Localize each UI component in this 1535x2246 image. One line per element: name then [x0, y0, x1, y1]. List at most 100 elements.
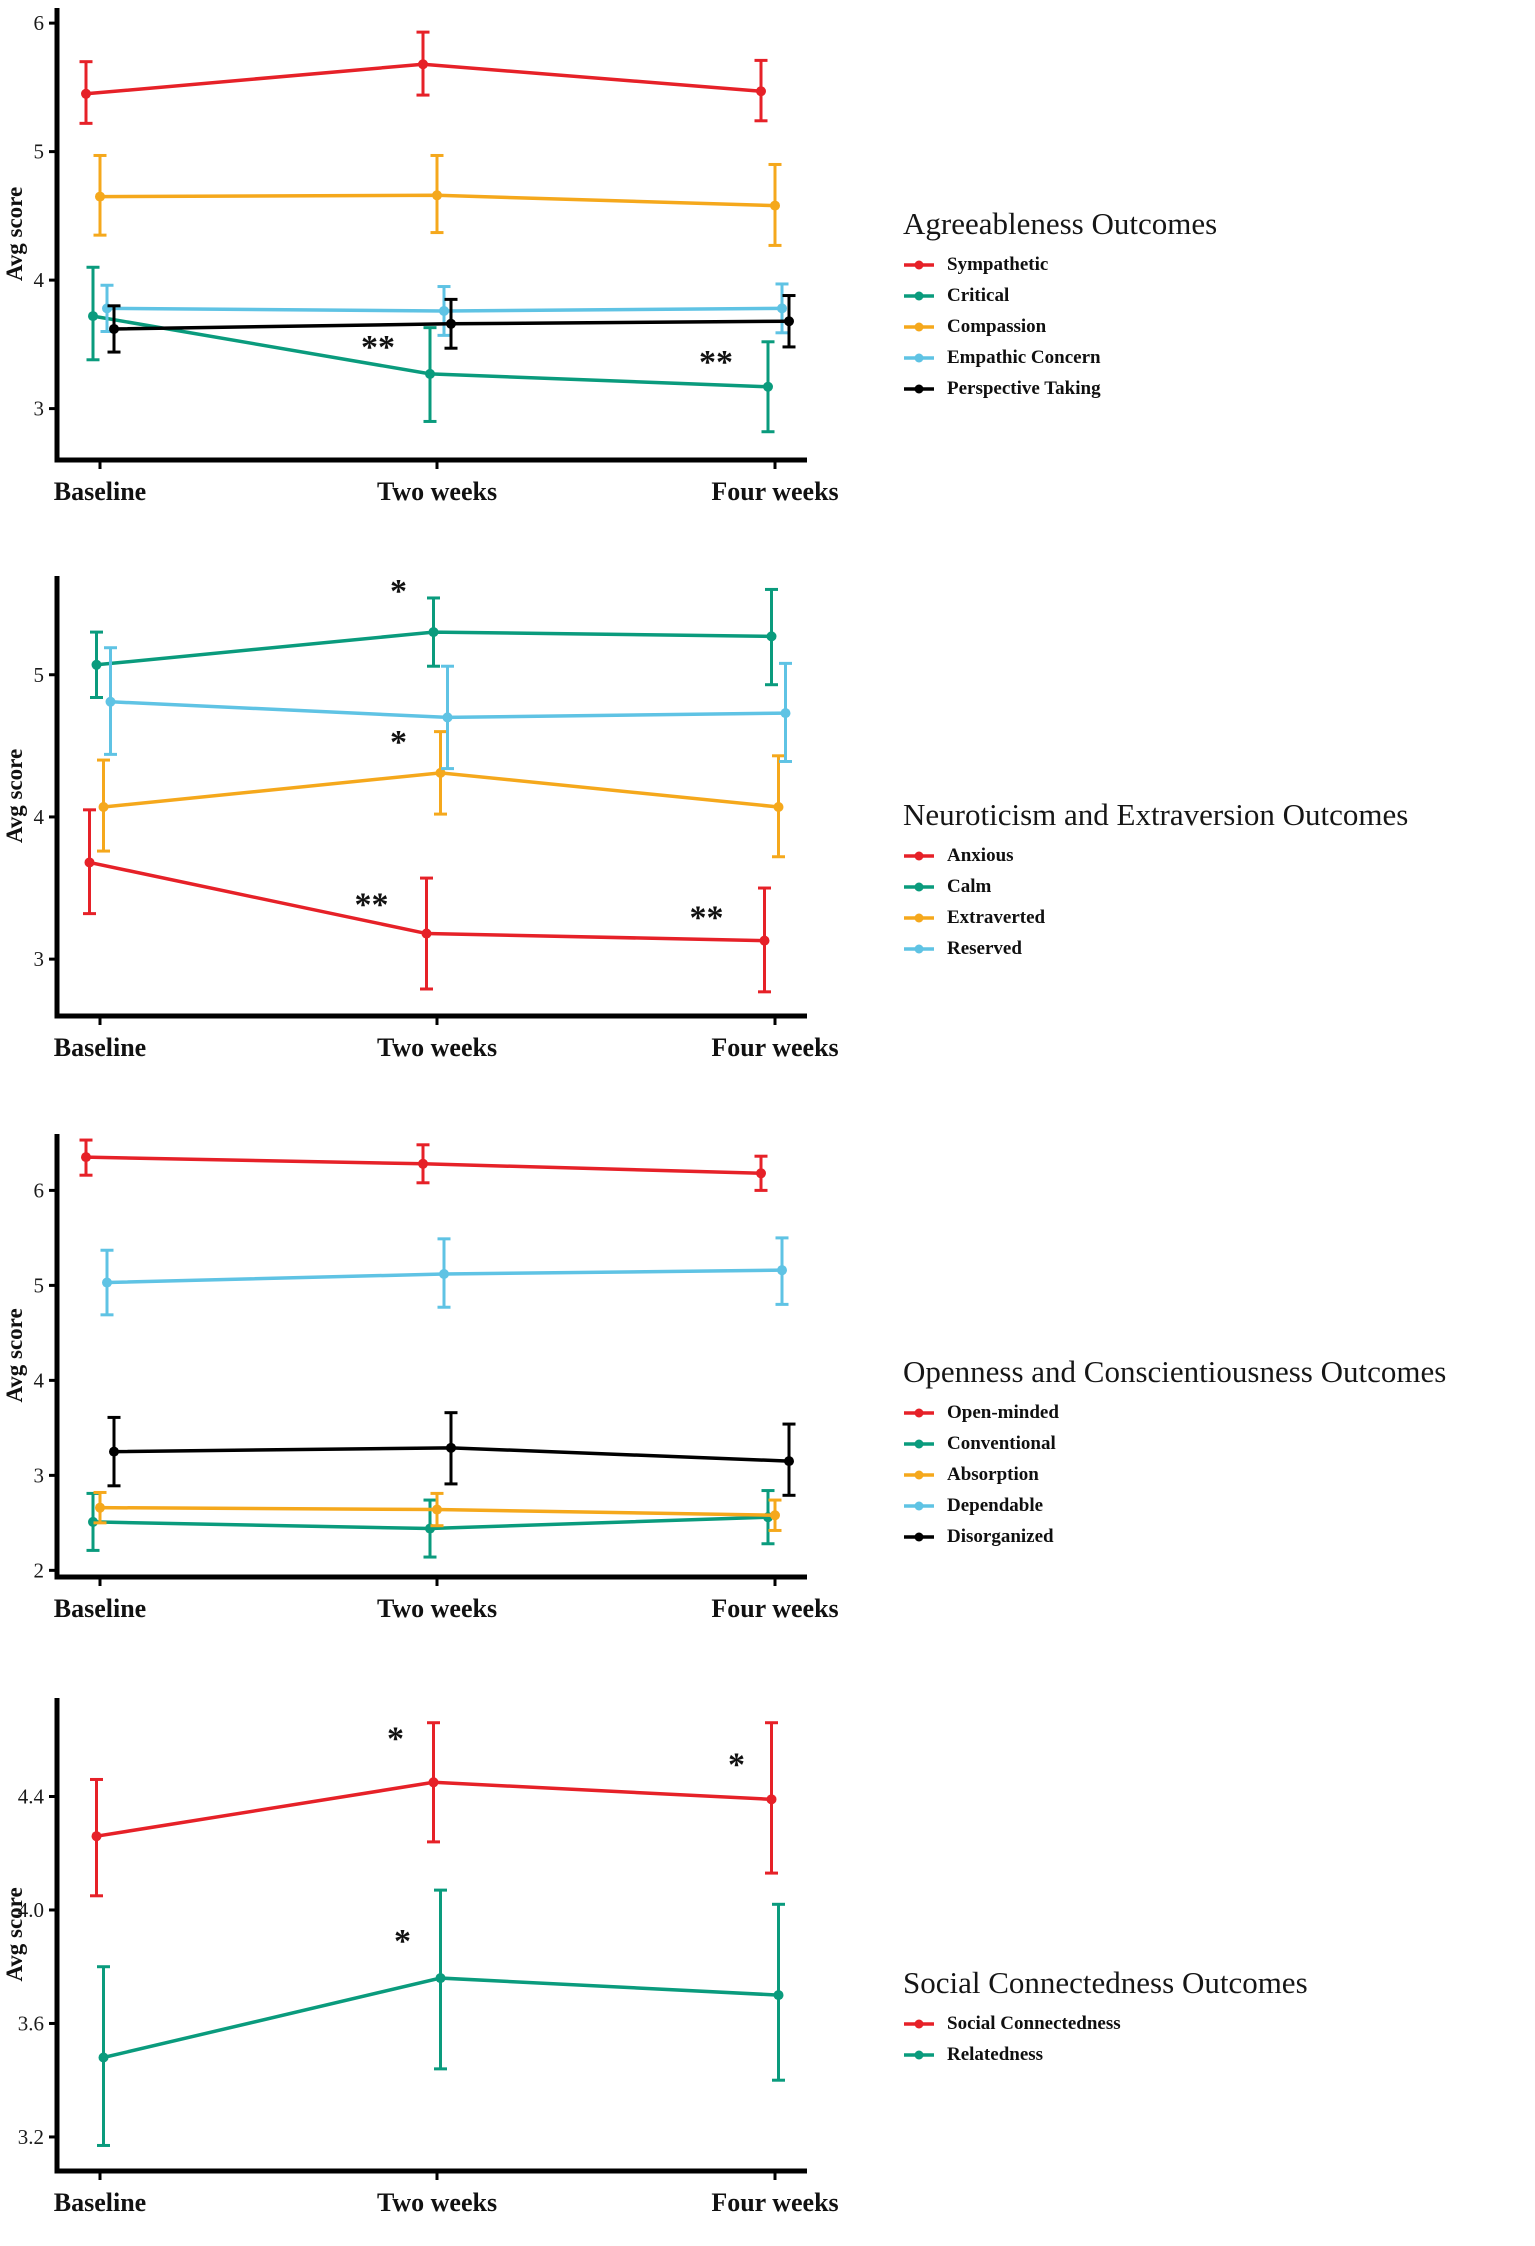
data-point: [418, 59, 428, 70]
series-conventional: [86, 1489, 775, 1559]
y-tick-label: 3.6: [18, 2011, 44, 2035]
data-point: [784, 316, 794, 327]
data-point: [432, 1504, 442, 1515]
data-point: [102, 1277, 112, 1288]
significance-marker: *: [728, 1746, 745, 1783]
data-point: [759, 935, 770, 946]
legend-item-label: Dependable: [947, 1495, 1044, 1516]
legend-item-calm: Calm: [903, 876, 1408, 898]
legend-marker-icon: [904, 913, 934, 923]
data-point: [88, 1516, 98, 1527]
legend-title: Neuroticism and Extraversion Outcomes: [903, 797, 1409, 832]
data-point: [770, 200, 780, 211]
data-point: [763, 381, 773, 392]
legend-item-label: Calm: [947, 876, 992, 897]
data-point: [428, 627, 439, 638]
legend-item-label: Relatedness: [947, 2044, 1044, 2065]
legend-agreeableness: Agreeableness Outcomes Sympathetic Critic…: [903, 206, 1217, 409]
legend-marker-icon: [904, 2019, 934, 2029]
y-axis-title: Avg score: [2, 1887, 27, 1981]
x-tick-label: Baseline: [54, 477, 146, 506]
agreeableness-chart: 6 5 4 3 Baseline Two weeks Four weeks Avg score…: [2, 8, 839, 506]
data-point: [88, 311, 98, 322]
legend-marker-icon: [904, 882, 934, 892]
legend-marker-point: [914, 882, 924, 892]
series-calm: [90, 587, 778, 699]
data-point: [95, 191, 105, 202]
data-point: [770, 1510, 780, 1521]
legend-marker-icon: [904, 1408, 934, 1418]
y-axis-title: Avg score: [2, 749, 27, 843]
neuroticism-extraversion-chart: 5 4 3 Baseline Two weeks Four weeks Avg score *…: [2, 573, 839, 1062]
y-tick-label: 5: [34, 140, 45, 164]
legend-marker-icon: [904, 851, 934, 861]
data-point: [425, 368, 435, 379]
x-tick-label: Four weeks: [711, 477, 838, 506]
series-extraverted: [97, 730, 785, 859]
legend-item-perspective-taking: Perspective Taking: [903, 378, 1217, 400]
x-tick-label: Two weeks: [377, 1033, 497, 1062]
y-tick-label: 4.4: [18, 1784, 45, 1808]
legend-title: Openness and Conscientiousness Outcomes: [903, 1354, 1447, 1389]
data-point: [439, 305, 449, 316]
legend-marker-icon: [904, 291, 934, 301]
data-point: [435, 767, 446, 778]
legend-item-anxious: Anxious: [903, 845, 1408, 867]
x-tick-label: Four weeks: [711, 1033, 838, 1062]
y-tick-label: 4.0: [18, 1898, 44, 1922]
legend-marker-point: [914, 384, 924, 394]
panel-social-connectedness: 4.4 4.0 3.6 3.2 Baseline Two weeks Four weeks A…: [0, 1683, 1535, 2246]
legend-item-label: Conventional: [947, 1433, 1056, 1454]
y-tick-label: 2: [34, 1558, 45, 1582]
data-point: [773, 801, 784, 812]
data-point: [98, 2052, 109, 2063]
data-point: [418, 1158, 428, 1169]
y-axis-title: Avg score: [2, 1308, 27, 1402]
data-point: [81, 1152, 91, 1163]
panel-openness-conscientiousness: 6 5 4 3 2 Baseline Two weeks Four weeks Avg scor…: [0, 1122, 1535, 1683]
data-point: [432, 190, 442, 201]
legend-marker-point: [914, 353, 924, 363]
legend-items: Sympathetic Critical Compassion Empathic Co…: [903, 254, 1217, 409]
legend-marker-point: [914, 913, 924, 923]
legend-marker-point: [914, 1408, 924, 1418]
legend-item-label: Anxious: [947, 845, 1014, 866]
series-sympathetic: [79, 30, 768, 125]
series-relatedness: [97, 1888, 785, 2147]
legend-item-empathic-concern: Empathic Concern: [903, 347, 1217, 369]
legend-item-label: Perspective Taking: [947, 378, 1101, 399]
legend-item-sympathetic: Sympathetic: [903, 254, 1217, 276]
x-tick-label: Two weeks: [377, 2188, 497, 2217]
data-point: [109, 1446, 119, 1457]
significance-marker: *: [390, 573, 407, 610]
data-point: [435, 1973, 446, 1984]
legend-marker-icon: [904, 1532, 934, 1542]
legend-marker-icon: [904, 322, 934, 332]
significance-marker: **: [361, 329, 395, 366]
data-point: [766, 631, 777, 642]
y-tick-label: 5: [34, 663, 45, 687]
series-empathic-concern: [100, 282, 789, 337]
legend-marker-point: [914, 1470, 924, 1480]
legend-marker-icon: [904, 384, 934, 394]
legend-item-open-minded: Open-minded: [903, 1402, 1446, 1424]
legend-item-reserved: Reserved: [903, 938, 1408, 960]
series-perspective-taking: [107, 294, 796, 354]
legend-marker-point: [914, 1501, 924, 1511]
data-point: [446, 318, 456, 329]
legend-item-label: Compassion: [947, 316, 1047, 337]
x-tick-label: Baseline: [54, 1033, 146, 1062]
legend-marker-icon: [904, 1439, 934, 1449]
data-point: [428, 1777, 439, 1788]
data-point: [421, 928, 432, 939]
data-point: [439, 1268, 449, 1279]
significance-marker: *: [394, 1923, 411, 1960]
legend-items: Open-minded Conventional Absorption Dependa…: [903, 1402, 1446, 1557]
legend-marker-point: [914, 2019, 924, 2029]
series-anxious: [83, 808, 771, 994]
legend-marker-icon: [904, 260, 934, 270]
series-absorption: [93, 1490, 782, 1532]
legend-marker-point: [914, 322, 924, 332]
legend-marker-point: [914, 1439, 924, 1449]
